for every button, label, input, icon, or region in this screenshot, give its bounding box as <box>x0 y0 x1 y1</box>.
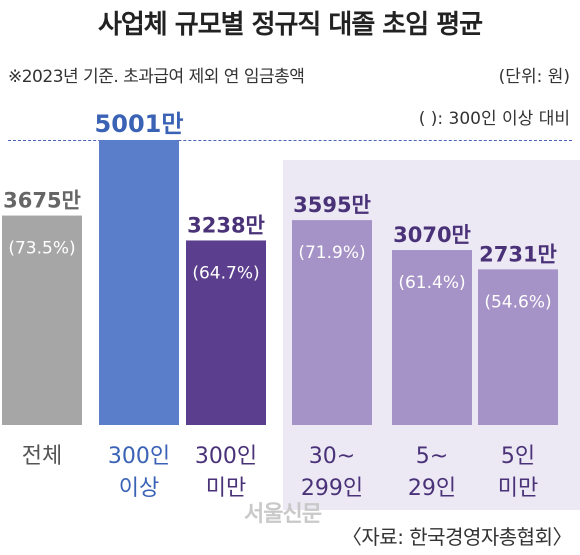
source-label: 〈자료: 한국경영자총협회〉 <box>341 525 573 549</box>
category-label-0-0: 전체 <box>22 444 62 469</box>
bar-5 <box>478 269 558 425</box>
category-label-1-0: 300인 <box>108 444 170 469</box>
bar-2 <box>186 240 266 425</box>
category-label-4-1: 29인 <box>408 476 456 501</box>
watermark: 서울신문 <box>244 502 322 527</box>
category-label-2-1: 미만 <box>206 476 246 501</box>
value-label-2: 3238만 <box>187 213 265 237</box>
ratio-note: ( ): 300인 이상 대비 <box>418 109 570 129</box>
ratio-label-5: (54.6%) <box>484 292 551 312</box>
bar-3 <box>292 220 372 425</box>
ratio-label-2: (64.7%) <box>192 263 259 283</box>
ratio-label-3: (71.9%) <box>298 243 365 263</box>
bar-1 <box>99 140 179 425</box>
category-label-2-0: 300인 <box>195 444 257 469</box>
category-label-5-1: 미만 <box>498 476 538 501</box>
category-label-5-0: 5인 <box>501 444 535 469</box>
value-label-0: 3675만 <box>3 189 81 213</box>
ratio-label-4: (61.4%) <box>398 273 465 293</box>
chart-note: ※2023년 기준. 초과급여 제외 연 임금총액 <box>8 67 305 87</box>
value-label-5: 2731만 <box>479 242 557 266</box>
category-label-3-0: 30~ <box>309 444 355 469</box>
value-label-1: 5001만 <box>95 110 184 138</box>
bar-4 <box>392 250 472 425</box>
chart-title: 사업체 규모별 정규직 대졸 초임 평균 <box>97 10 483 40</box>
unit-label: (단위: 원) <box>498 67 570 87</box>
bar-0 <box>2 215 82 425</box>
category-label-1-1: 이상 <box>119 476 159 501</box>
divider-line <box>8 140 572 141</box>
value-label-3: 3595만 <box>293 193 371 217</box>
category-label-3-1: 299인 <box>301 476 363 501</box>
category-label-4-0: 5~ <box>416 444 448 469</box>
ratio-label-0: (73.5%) <box>8 239 75 259</box>
value-label-4: 3070만 <box>393 223 471 247</box>
